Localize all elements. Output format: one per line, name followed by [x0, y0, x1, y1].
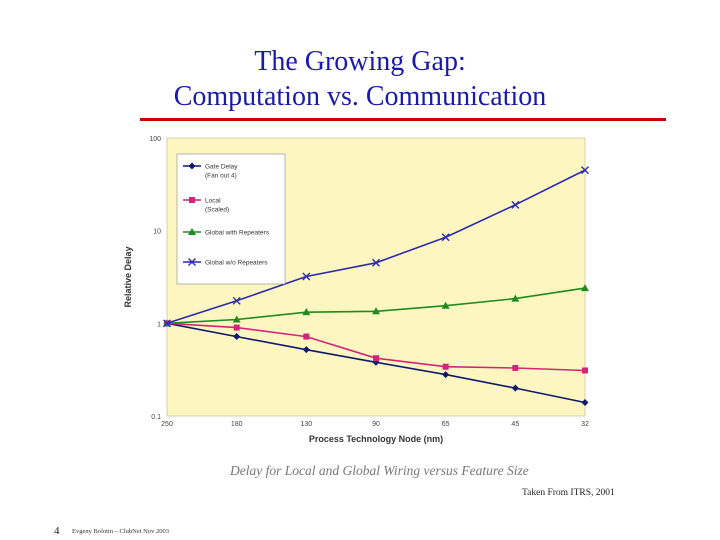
y-tick-label: 0.1	[151, 414, 161, 421]
y-tick-label: 10	[153, 229, 161, 236]
x-axis-title: Process Technology Node (nm)	[309, 434, 443, 444]
series-3-point	[441, 233, 450, 242]
series-3-point	[302, 272, 311, 281]
y-tick-label: 1	[157, 321, 161, 328]
series-3-point	[232, 296, 241, 305]
series-2-point	[372, 307, 380, 315]
legend-label: Gate Delay	[205, 164, 238, 171]
source-note: Taken From ITRS, 2001	[522, 488, 615, 498]
y-axis-title: Relative Delay	[123, 246, 133, 307]
legend-marker-3	[188, 258, 196, 266]
slide-number: 4	[54, 525, 60, 537]
legend-marker-1	[189, 197, 195, 203]
series-3-point	[163, 319, 171, 328]
x-tick-label: 180	[231, 421, 243, 428]
legend-label: (Scaled)	[205, 207, 229, 214]
series-2-point	[441, 301, 450, 309]
x-tick-label: 65	[442, 421, 450, 428]
slide-title-line1: The Growing Gap:	[254, 46, 466, 77]
x-tick-label: 130	[300, 421, 312, 428]
series-0-point	[442, 371, 450, 379]
series-1-point	[373, 355, 379, 362]
slide-title-line2: Computation vs. Communication	[173, 81, 547, 112]
series-3-point	[581, 166, 589, 175]
legend-label: Local	[205, 198, 221, 205]
x-tick-label: 32	[581, 421, 589, 428]
title-underline	[140, 118, 666, 121]
series-1-point	[442, 363, 449, 370]
legend-marker-0	[188, 162, 196, 170]
series-2-point	[302, 308, 311, 316]
series-0-point	[372, 358, 380, 366]
series-2-point	[511, 294, 520, 302]
x-tick-label: 45	[511, 421, 519, 428]
x-tick-label: 90	[372, 421, 380, 428]
legend-marker-2	[188, 228, 196, 235]
series-0-point	[511, 384, 519, 392]
series-1-point	[303, 333, 310, 340]
series-2-point	[581, 284, 589, 292]
legend-label: Global w/o Repeaters	[205, 260, 268, 267]
series-2-point	[232, 315, 241, 323]
x-tick-label: 250	[161, 421, 173, 428]
series-0-point	[302, 346, 310, 354]
legend-label: Global with Repeaters	[205, 230, 270, 237]
footer-text: Evgeny Bolotin – ClubNet Nov 2003	[72, 528, 169, 535]
chart-caption: Delay for Local and Global Wiring versus…	[230, 463, 529, 478]
y-tick-label: 100	[149, 136, 161, 143]
series-3-point	[372, 258, 380, 267]
series-1-point	[233, 324, 240, 331]
slide-title: The Growing Gap: Computation vs. Communi…	[0, 44, 720, 114]
series-0-point	[233, 333, 241, 341]
series-3-point	[511, 200, 520, 209]
series-0-point	[581, 398, 589, 406]
series-1-point	[582, 367, 588, 374]
legend-label: (Fan out 4)	[205, 173, 237, 180]
series-1-point	[512, 364, 519, 371]
